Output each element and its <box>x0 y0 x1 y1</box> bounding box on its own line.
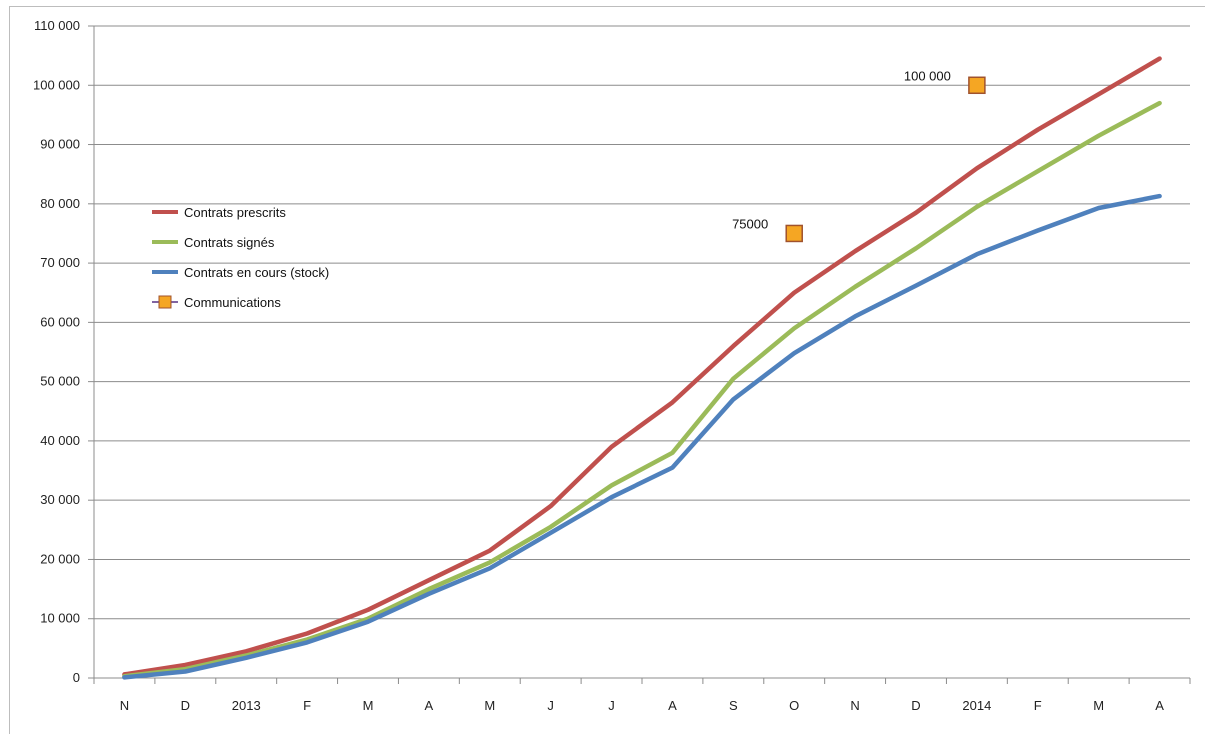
legend-label: Communications <box>184 295 281 310</box>
x-tick-label: O <box>789 698 799 713</box>
legend-label: Contrats en cours (stock) <box>184 265 329 280</box>
legend-label: Contrats signés <box>184 235 275 250</box>
y-tick-label: 0 <box>73 670 80 685</box>
chart-frame <box>9 6 1205 734</box>
x-tick-label: M <box>484 698 495 713</box>
y-tick-label: 50 000 <box>40 374 80 389</box>
y-tick-label: 90 000 <box>40 137 80 152</box>
x-tick-label: F <box>1034 698 1042 713</box>
x-tick-label: J <box>547 698 554 713</box>
x-tick-label: D <box>911 698 920 713</box>
communication-markers: 75000 100 000 <box>732 68 986 243</box>
series-line-2 <box>122 100 1162 679</box>
y-tick-label: 10 000 <box>40 611 80 626</box>
communication-marker <box>785 224 803 243</box>
x-tick-label: A <box>668 698 677 713</box>
axes <box>88 25 1191 684</box>
communication-marker-label: 75000 <box>732 216 768 231</box>
series-lines <box>122 56 1162 680</box>
y-tick-label: 100 000 <box>33 77 80 92</box>
communication-marker <box>968 76 986 95</box>
y-tick-label: 30 000 <box>40 492 80 507</box>
x-tick-label: M <box>1093 698 1104 713</box>
communication-marker-label: 100 000 <box>904 68 951 83</box>
y-tick-label: 110 000 <box>34 18 80 33</box>
legend: Contrats prescrits Contrats signés Contrat… <box>152 205 329 310</box>
y-tick-label: 80 000 <box>40 196 80 211</box>
y-tick-label: 20 000 <box>40 551 80 566</box>
x-tick-label: N <box>850 698 859 713</box>
legend-label: Contrats prescrits <box>184 205 286 220</box>
series-line-1 <box>122 56 1162 677</box>
y-tick-labels: 0 10 000 20 000 30 000 40 000 50 000 60 000 70 … <box>33 18 80 685</box>
legend-swatch-marker <box>158 295 172 309</box>
x-tick-label: A <box>1155 698 1164 713</box>
x-tick-label: M <box>363 698 374 713</box>
x-tick-label: 2013 <box>232 698 261 713</box>
x-tick-label: F <box>303 698 311 713</box>
grid-lines <box>94 25 1190 620</box>
x-tick-label: N <box>120 698 129 713</box>
x-tick-label: J <box>608 698 615 713</box>
series-line-3 <box>122 193 1162 680</box>
x-tick-labels: N D 2013 F M A M J J A S O N D 2014 F M A <box>120 698 1164 713</box>
x-tick-label: D <box>181 698 190 713</box>
y-tick-label: 70 000 <box>40 255 80 270</box>
y-tick-label: 40 000 <box>40 433 80 448</box>
x-tick-label: S <box>729 698 738 713</box>
x-tick-label: A <box>425 698 434 713</box>
y-tick-label: 60 000 <box>40 314 80 329</box>
x-tick-label: 2014 <box>962 698 991 713</box>
